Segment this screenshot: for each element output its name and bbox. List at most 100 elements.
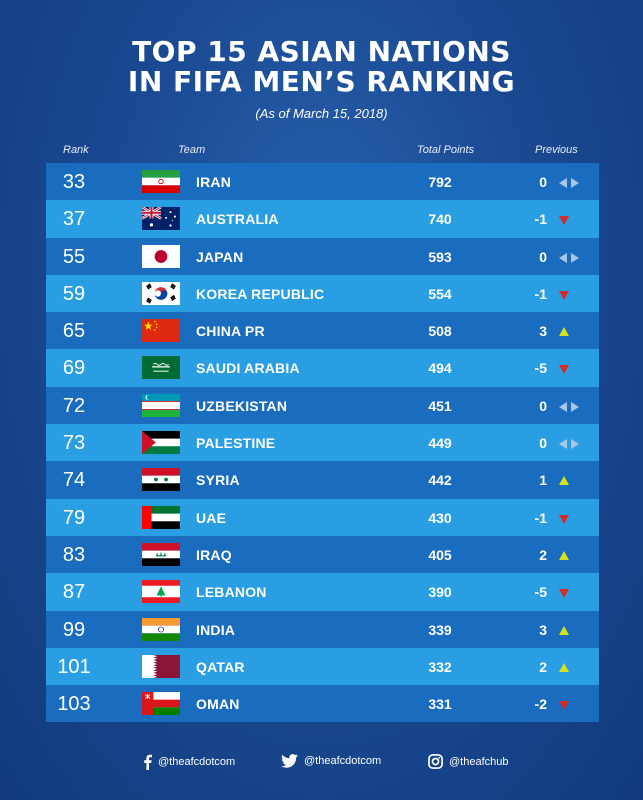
trend-up-icon — [558, 661, 580, 673]
subtitle: (As of March 15, 2018) — [255, 106, 388, 121]
title-line-2: IN FIFA MEN’S RANKING — [127, 65, 516, 98]
table-row: 101 QATAR 332 2 — [46, 647, 599, 686]
facebook-icon — [144, 754, 152, 770]
trend-down-icon — [558, 213, 580, 226]
team-name: KOREA REPUBLIC — [196, 285, 325, 302]
team-name: JAPAN — [196, 248, 244, 265]
trend-up-icon — [558, 474, 580, 486]
rank-value: 99 — [62, 618, 86, 641]
table-row: 79 UAE 430 -1 — [46, 498, 599, 536]
previous-change: 0 — [539, 397, 547, 414]
trend-same-icon — [558, 400, 580, 412]
rank-value: 74 — [62, 469, 86, 492]
flag-lebanon-icon — [142, 580, 180, 604]
trend-down-icon — [558, 362, 580, 375]
trend-same-icon — [558, 437, 580, 450]
rank-value: 79 — [62, 506, 86, 529]
rank-value: 83 — [62, 543, 86, 566]
ranking-table: 33 IRAN 792 0 37 AUSTRALIA 740 -1 55 JAPAN 593 0 59 K… — [46, 163, 599, 723]
instagram-icon — [428, 754, 443, 769]
table-row: 65 CHINA PR 508 3 — [46, 312, 599, 350]
table-row: 33 IRAN 792 0 — [46, 163, 599, 201]
flag-korea-icon — [142, 281, 180, 305]
table-row: 73 PALESTINE 449 0 — [46, 424, 599, 462]
column-header-team: Team — [178, 144, 206, 156]
previous-change: 3 — [539, 621, 547, 638]
trend-up-icon — [558, 549, 580, 561]
flag-china-icon — [142, 319, 180, 343]
total-points: 792 — [428, 174, 452, 190]
trend-down-icon — [558, 288, 580, 300]
flag-uzbekistan-icon — [142, 393, 180, 417]
trend-same-icon — [558, 251, 580, 263]
total-points: 332 — [428, 658, 452, 675]
table-row: 37 AUSTRALIA 740 -1 — [46, 200, 599, 238]
total-points: 494 — [428, 360, 452, 377]
footer-instagram[interactable]: @theafchub — [428, 754, 509, 769]
rank-value: 65 — [62, 320, 86, 343]
table-row: 74 SYRIA 442 1 — [46, 461, 599, 499]
table-row: 99 INDIA 339 3 — [46, 610, 599, 648]
footer-twitter[interactable]: @theafcdotcom — [281, 754, 381, 768]
flag-oman-icon — [142, 692, 180, 716]
rank-value: 101 — [57, 655, 91, 678]
rank-value: 59 — [62, 282, 86, 305]
table-row: 87 LEBANON 390 -5 — [46, 573, 599, 611]
flag-saudi-icon — [142, 356, 180, 380]
previous-change: -5 — [534, 584, 547, 601]
previous-change: 2 — [539, 546, 547, 563]
column-header-previous: Previous — [535, 144, 578, 156]
team-name: OMAN — [196, 696, 240, 713]
team-name: AUSTRALIA — [196, 211, 279, 228]
instagram-handle: @theafchub — [449, 755, 509, 768]
flag-japan-icon — [142, 244, 180, 268]
flag-iraq-icon — [142, 542, 180, 566]
trend-down-icon — [558, 586, 580, 599]
column-header-points: Total Points — [417, 144, 475, 156]
table-row: 55 JAPAN 593 0 — [46, 237, 599, 275]
team-name: IRAN — [196, 174, 232, 190]
previous-change: -1 — [534, 509, 547, 526]
table-row: 59 KOREA REPUBLIC 554 -1 — [46, 274, 599, 313]
rank-value: 55 — [62, 245, 86, 268]
trend-down-icon — [558, 698, 580, 711]
trend-up-icon — [558, 325, 580, 337]
total-points: 442 — [428, 472, 452, 489]
twitter-icon — [281, 754, 298, 768]
table-row: 83 IRAQ 405 2 — [46, 535, 599, 574]
facebook-handle: @theafcdotcom — [158, 756, 236, 768]
rank-value: 37 — [62, 208, 86, 231]
flag-uae-icon — [142, 505, 180, 529]
rank-value: 72 — [62, 394, 86, 417]
footer-facebook[interactable]: @theafcdotcom — [143, 754, 235, 770]
total-points: 430 — [428, 509, 452, 526]
column-header-rank: Rank — [63, 144, 89, 156]
team-name: INDIA — [196, 621, 236, 638]
previous-change: -2 — [534, 696, 547, 713]
total-points: 593 — [428, 248, 452, 265]
flag-iran-icon — [142, 170, 180, 193]
team-name: UAE — [196, 509, 227, 526]
flag-palestine-icon — [142, 431, 180, 455]
previous-change: 0 — [539, 174, 547, 190]
trend-up-icon — [558, 624, 580, 636]
total-points: 554 — [428, 285, 452, 302]
table-row: 69 SAUDI ARABIA 494 -5 — [46, 349, 599, 387]
trend-same-icon — [558, 176, 580, 188]
previous-change: 0 — [539, 248, 547, 265]
previous-change: 3 — [539, 323, 547, 340]
table-row: 103 OMAN 331 -2 — [46, 685, 599, 723]
team-name: SAUDI ARABIA — [196, 360, 300, 377]
team-name: QATAR — [196, 658, 245, 675]
rank-value: 87 — [62, 581, 86, 604]
previous-change: 2 — [539, 658, 547, 675]
previous-change: -1 — [534, 285, 547, 302]
total-points: 508 — [428, 323, 452, 340]
total-points: 390 — [428, 584, 452, 601]
total-points: 339 — [428, 621, 452, 638]
table-row: 72 UZBEKISTAN 451 0 — [46, 386, 599, 425]
previous-change: 1 — [539, 472, 547, 489]
twitter-handle: @theafcdotcom — [304, 755, 382, 767]
team-name: SYRIA — [196, 472, 240, 489]
rank-value: 33 — [62, 171, 86, 193]
